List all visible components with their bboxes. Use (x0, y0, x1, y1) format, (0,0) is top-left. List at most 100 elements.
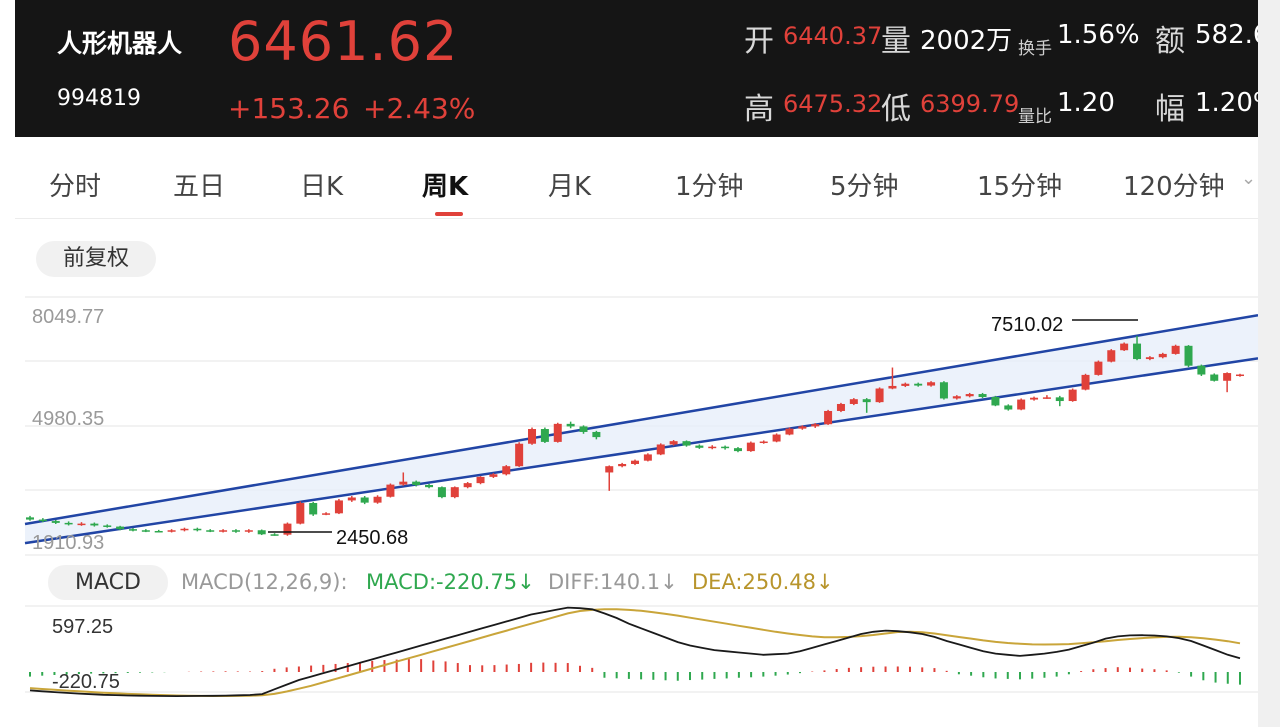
candle-body (360, 497, 369, 503)
low-value: 6399.79 (920, 90, 1020, 118)
right-edge-strip (1258, 0, 1280, 727)
tab-intraday[interactable]: 分时 (49, 172, 102, 202)
candle-body (901, 383, 910, 386)
candles (26, 335, 1244, 536)
candle-body (206, 530, 215, 532)
macd-grid (25, 605, 1258, 693)
vol-ratio-label: 量比 (1018, 107, 1052, 127)
channel-upper-line (24, 314, 1258, 526)
channel-lower-line (24, 357, 1258, 545)
candle-body (116, 526, 125, 530)
current-price: 6461.62 (228, 10, 459, 73)
candle-body (643, 454, 652, 461)
candle-body (296, 503, 305, 524)
candle-body (257, 530, 266, 535)
dea-value: DEA:250.48↓ (692, 570, 834, 594)
period-tabs: 分时 五日 日K 周K 月K 1分钟 5分钟 15分钟 120分钟 (15, 150, 1258, 219)
candle-body (167, 530, 176, 532)
candle-body (553, 423, 562, 442)
candle-body (656, 444, 665, 455)
high-value: 6475.32 (783, 90, 883, 118)
tab-daily-k[interactable]: 日K (300, 172, 344, 202)
candle-body (1081, 374, 1090, 390)
candle-body (1030, 397, 1039, 400)
candle-body (1017, 399, 1026, 410)
candle-body (412, 481, 421, 485)
candle-body (965, 394, 974, 397)
candle-body (605, 466, 614, 473)
candle-body (270, 534, 279, 536)
amount-label: 额 (1155, 24, 1185, 59)
candle-body (746, 442, 755, 452)
candle-body (631, 460, 639, 464)
active-tab-indicator (435, 212, 463, 216)
candle-body (1055, 397, 1064, 402)
tab-15min[interactable]: 15分钟 (977, 172, 1063, 202)
candle-body (978, 394, 987, 397)
tab-1min[interactable]: 1分钟 (675, 172, 744, 202)
tab-5min[interactable]: 5分钟 (830, 172, 899, 202)
candle-body (566, 423, 575, 427)
macd-histogram (29, 659, 1241, 685)
turnover-value: 1.56% (1057, 20, 1140, 50)
low-annotation-label: 2450.68 (336, 527, 408, 549)
candle-body (38, 519, 47, 522)
tab-120min[interactable]: 120分钟 (1123, 172, 1225, 202)
volume-label: 量 (881, 24, 911, 59)
candle-body (528, 429, 537, 444)
candle-body (836, 403, 845, 411)
tab-five-day[interactable]: 五日 (173, 172, 226, 202)
candle-body (540, 429, 549, 442)
y-axis-label-top: 8049.77 (32, 306, 104, 328)
open-label: 开 (744, 24, 774, 59)
tab-weekly-k[interactable]: 周K (422, 172, 469, 202)
candle-body (463, 483, 472, 488)
candle-body (128, 529, 137, 531)
candle-body (1223, 373, 1232, 381)
candle-body (862, 399, 871, 403)
candle-body (1004, 405, 1013, 410)
candle-body (592, 431, 601, 438)
tab-monthly-k[interactable]: 月K (548, 172, 592, 202)
candle-body (515, 443, 524, 467)
candle-body (1133, 343, 1142, 360)
candle-body (888, 385, 897, 389)
candle-body (450, 487, 459, 498)
candle-body (772, 434, 781, 442)
index-name: 人形机器人 (57, 29, 183, 58)
candle-body (244, 530, 253, 532)
y-axis-label-bottom: 1910.93 (32, 532, 104, 554)
price-change-percent: +2.43% (363, 92, 476, 125)
candle-body (952, 396, 961, 399)
candle-body (927, 382, 936, 386)
candle-body (26, 517, 34, 520)
macd-axis-label-top: 597.25 (52, 616, 113, 638)
candle-body (373, 496, 382, 503)
candle-body (798, 426, 807, 429)
candle-body (914, 383, 923, 386)
candle-body (1197, 365, 1206, 375)
candle-body (721, 446, 730, 449)
high-label: 高 (744, 92, 774, 127)
volume-value: 2002万 (920, 26, 1013, 56)
candle-body (618, 463, 627, 467)
candle-body (283, 523, 292, 535)
adjust-button[interactable]: 前复权 (36, 241, 156, 277)
candle-body (51, 521, 60, 523)
candle-body (1068, 389, 1077, 402)
candle-body (1184, 345, 1193, 366)
candle-body (708, 446, 717, 449)
macd-axis-label-bottom: -220.75 (52, 671, 120, 693)
candle-body (476, 476, 485, 484)
candle-body (309, 503, 318, 515)
chevron-down-icon[interactable]: ⌄ (1241, 168, 1257, 189)
open-value: 6440.37 (783, 22, 883, 50)
candle-body (103, 525, 112, 527)
amplitude-value: 1.20% (1195, 88, 1258, 118)
amount-value: 582.6 (1195, 20, 1258, 50)
channel-fill (25, 315, 1258, 544)
macd-indicator-button[interactable]: MACD (48, 565, 168, 600)
candle-body (334, 500, 343, 514)
dea-line (29, 608, 1241, 697)
